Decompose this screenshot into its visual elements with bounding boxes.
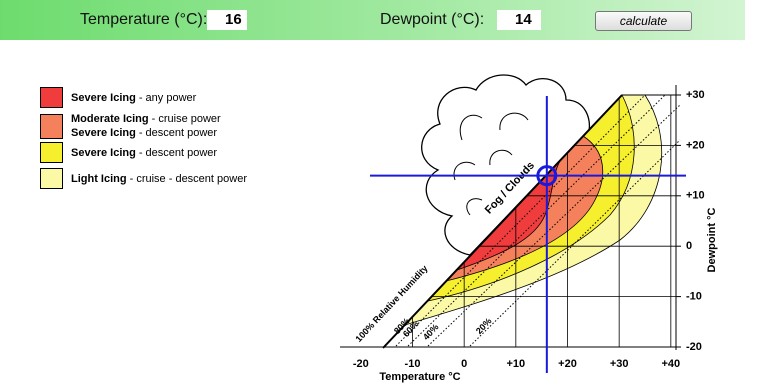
x-tick-label: +30 [610, 358, 629, 370]
x-axis-title: Temperature °C [379, 371, 460, 383]
y-tick-label: +20 [686, 139, 705, 151]
y-tick-label: -20 [686, 341, 702, 353]
x-tick-label: +10 [506, 358, 525, 370]
x-tick-label: +20 [558, 358, 577, 370]
x-tick-label: +40 [661, 358, 680, 370]
y-axis-title: Dewpoint °C [706, 208, 718, 273]
x-tick-label: -10 [405, 358, 421, 370]
y-tick-label: +10 [686, 190, 705, 202]
page: Temperature (°C): 16 Dewpoint (°C): 14 c… [0, 0, 760, 383]
x-tick-label: 0 [461, 358, 467, 370]
y-tick-label: -10 [686, 291, 702, 303]
humidity-label: 40% [421, 322, 441, 342]
saturation-label: 100% Relative Humidity [353, 263, 429, 344]
y-tick-label: 0 [686, 240, 692, 252]
icing-chart: -20-100+10+20+30-20-100+10+20+30+4080%60… [0, 0, 760, 383]
y-tick-label: +30 [686, 89, 705, 101]
x-tick-label: -20 [353, 358, 369, 370]
